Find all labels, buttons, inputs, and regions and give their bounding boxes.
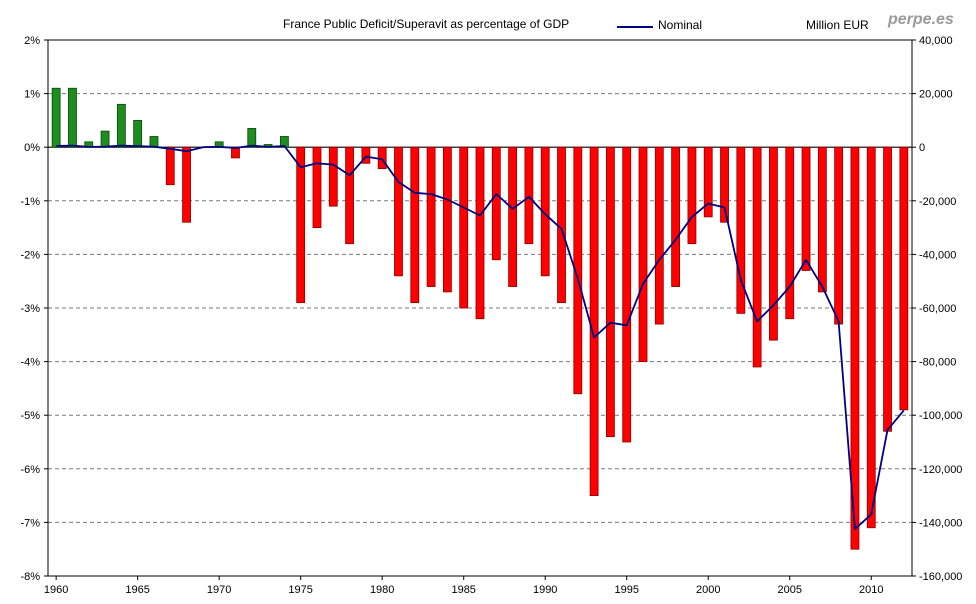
bar-2011 bbox=[883, 146, 892, 432]
bar-2010 bbox=[866, 146, 876, 529]
bar-1977 bbox=[328, 146, 338, 207]
x-axis-label: 2000 bbox=[696, 584, 720, 596]
plot-border bbox=[47, 39, 913, 577]
x-axis-label: 1985 bbox=[451, 584, 475, 596]
right-axis-label: -80,000 bbox=[919, 357, 956, 369]
bar-1983 bbox=[426, 146, 436, 287]
bar-2000 bbox=[703, 146, 713, 218]
left-axis-label: -7% bbox=[20, 517, 40, 529]
x-axis-label: 1970 bbox=[207, 584, 231, 596]
left-axis-label: -5% bbox=[20, 410, 40, 422]
right-axis-label: -100,000 bbox=[919, 410, 962, 422]
x-axis-label: 2005 bbox=[777, 584, 801, 596]
bar-1976 bbox=[312, 146, 322, 228]
bar-1989 bbox=[524, 146, 534, 245]
legend-label-nominal: Nominal bbox=[658, 18, 703, 32]
right-axis-label: 40,000 bbox=[919, 35, 953, 47]
right-axis-label: 20,000 bbox=[919, 89, 953, 101]
left-axis-label: 0% bbox=[24, 142, 40, 154]
bar-1996 bbox=[638, 146, 648, 362]
x-axis-label: 1995 bbox=[614, 584, 638, 596]
bar-2007 bbox=[817, 146, 827, 293]
right-axis-title: Million EUR bbox=[806, 18, 869, 32]
bar-1960 bbox=[51, 87, 61, 148]
x-axis-label: 1975 bbox=[288, 584, 312, 596]
chart-title: France Public Deficit/Superavit as perce… bbox=[283, 17, 570, 31]
left-axis-label: -4% bbox=[20, 357, 40, 369]
right-axis-label: -160,000 bbox=[919, 571, 962, 583]
bar-1965 bbox=[133, 120, 143, 148]
bar-1998 bbox=[671, 146, 681, 287]
right-axis-label: -40,000 bbox=[919, 249, 956, 261]
x-axis-label: 1965 bbox=[125, 584, 149, 596]
bar-2006 bbox=[801, 146, 811, 271]
bar-2002 bbox=[736, 146, 746, 314]
bar-2005 bbox=[785, 146, 795, 320]
bar-1978 bbox=[345, 146, 354, 245]
bar-1995 bbox=[622, 146, 632, 443]
bar-1961 bbox=[68, 87, 77, 148]
bar-1985 bbox=[459, 146, 469, 309]
left-axis-label: -1% bbox=[20, 196, 40, 208]
bar-2001 bbox=[720, 146, 729, 223]
left-axis-label: -2% bbox=[20, 249, 40, 261]
right-axis-label: 0 bbox=[919, 142, 925, 154]
x-axis-label: 1960 bbox=[44, 584, 68, 596]
x-axis-label: 1990 bbox=[533, 584, 557, 596]
bar-1966 bbox=[149, 136, 159, 148]
bar-2009 bbox=[850, 146, 860, 550]
left-axis-label: 1% bbox=[24, 89, 40, 101]
right-axis-label: -60,000 bbox=[919, 303, 956, 315]
bar-1968 bbox=[182, 146, 191, 223]
x-axis-label: 1980 bbox=[370, 584, 394, 596]
bar-1987 bbox=[491, 146, 501, 261]
bar-1992 bbox=[573, 146, 583, 395]
bar-1981 bbox=[394, 146, 403, 277]
bar-1964 bbox=[116, 103, 126, 148]
bar-2012 bbox=[899, 146, 909, 411]
bar-1994 bbox=[606, 146, 615, 438]
right-axis-label: -120,000 bbox=[919, 464, 962, 476]
left-axis-label: -8% bbox=[20, 571, 40, 583]
bar-1986 bbox=[475, 146, 485, 320]
bar-1990 bbox=[540, 146, 550, 277]
left-axis-label: 2% bbox=[24, 35, 40, 47]
bar-1979 bbox=[361, 146, 371, 164]
bar-1999 bbox=[687, 146, 697, 245]
bar-1993 bbox=[589, 146, 599, 496]
bar-2003 bbox=[752, 146, 762, 368]
bar-1988 bbox=[508, 146, 518, 287]
bar-1997 bbox=[654, 146, 664, 325]
bar-1967 bbox=[165, 146, 175, 186]
bar-2004 bbox=[769, 146, 778, 341]
nominal-line bbox=[56, 144, 905, 530]
bar-1972 bbox=[247, 128, 257, 148]
left-axis-label: -3% bbox=[20, 303, 40, 315]
bar-1984 bbox=[442, 146, 452, 293]
bar-1980 bbox=[377, 146, 387, 170]
bar-1982 bbox=[410, 146, 420, 304]
left-axis-label: -6% bbox=[20, 464, 40, 476]
right-axis-label: -20,000 bbox=[919, 196, 956, 208]
watermark-logo: perpe.es bbox=[888, 11, 954, 28]
bar-1975 bbox=[296, 146, 306, 304]
bar-1991 bbox=[557, 146, 566, 304]
legend-line-sample bbox=[617, 26, 653, 28]
x-axis-label: 2010 bbox=[859, 584, 883, 596]
bar-1963 bbox=[100, 130, 110, 148]
bar-2008 bbox=[834, 146, 844, 325]
right-axis-label: -140,000 bbox=[919, 517, 962, 529]
